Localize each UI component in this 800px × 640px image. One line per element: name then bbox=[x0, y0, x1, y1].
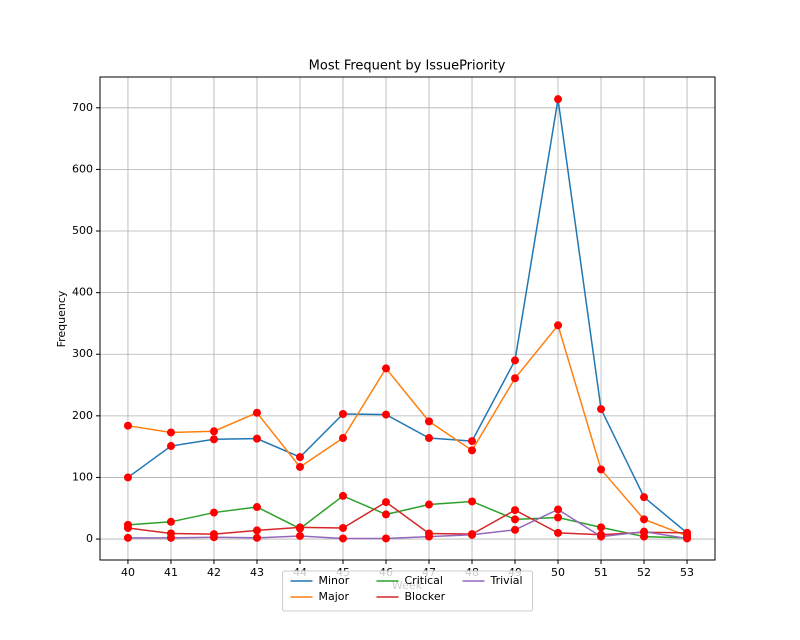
marker bbox=[425, 500, 434, 509]
y-tick-label: 600 bbox=[72, 162, 93, 175]
x-tick-label: 51 bbox=[594, 566, 608, 579]
legend-label: Minor bbox=[319, 574, 350, 587]
marker bbox=[295, 531, 304, 540]
marker bbox=[166, 428, 175, 437]
marker bbox=[381, 534, 390, 543]
y-tick-label: 300 bbox=[72, 347, 93, 360]
marker bbox=[683, 534, 692, 543]
marker bbox=[295, 523, 304, 532]
marker bbox=[295, 453, 304, 462]
chart-title: Most Frequent by IssuePriority bbox=[309, 59, 506, 74]
y-tick-label: 0 bbox=[86, 532, 93, 545]
marker bbox=[209, 533, 218, 542]
marker bbox=[123, 523, 132, 532]
plot-frame bbox=[99, 76, 716, 561]
line bbox=[127, 323, 688, 537]
marker bbox=[338, 491, 347, 500]
marker bbox=[640, 515, 649, 524]
x-tick-label: 42 bbox=[207, 566, 221, 579]
marker bbox=[425, 532, 434, 541]
marker bbox=[511, 356, 520, 365]
x-tick-label: 50 bbox=[551, 566, 565, 579]
y-tick-label: 100 bbox=[72, 470, 93, 483]
legend-label: Critical bbox=[405, 574, 443, 587]
marker bbox=[338, 523, 347, 532]
marker bbox=[554, 95, 563, 104]
y-tick-label: 200 bbox=[72, 409, 93, 422]
marker bbox=[381, 364, 390, 373]
marker bbox=[338, 434, 347, 443]
x-tick-label: 43 bbox=[250, 566, 264, 579]
line bbox=[127, 495, 688, 539]
marker bbox=[554, 528, 563, 537]
legend-label: Trivial bbox=[490, 574, 523, 587]
marker bbox=[554, 513, 563, 522]
y-tick-label: 400 bbox=[72, 286, 93, 299]
marker bbox=[683, 528, 692, 537]
marker bbox=[209, 427, 218, 436]
marker bbox=[597, 405, 606, 414]
marker bbox=[381, 510, 390, 519]
line bbox=[127, 501, 688, 536]
x-tick-label: 41 bbox=[164, 566, 178, 579]
marker bbox=[554, 321, 563, 330]
marker bbox=[209, 508, 218, 517]
marker bbox=[252, 526, 261, 535]
marker bbox=[640, 527, 649, 536]
x-tick-label: 53 bbox=[680, 566, 694, 579]
marker bbox=[511, 515, 520, 524]
marker bbox=[252, 503, 261, 512]
marker bbox=[425, 434, 434, 443]
marker bbox=[338, 534, 347, 543]
marker bbox=[166, 517, 175, 526]
marker bbox=[123, 421, 132, 430]
marker bbox=[166, 533, 175, 542]
y-axis-label: Frequency bbox=[55, 290, 68, 347]
legend-label: Blocker bbox=[405, 590, 446, 603]
legend: Minor Major Critical Blocker Trivial bbox=[282, 570, 533, 612]
legend-label: Major bbox=[319, 590, 350, 603]
marker bbox=[468, 497, 477, 506]
marker bbox=[597, 532, 606, 541]
marker bbox=[252, 434, 261, 443]
marker bbox=[123, 533, 132, 542]
marker bbox=[252, 533, 261, 542]
marker bbox=[123, 473, 132, 482]
x-tick-label: 40 bbox=[121, 566, 135, 579]
marker bbox=[295, 462, 304, 471]
marker bbox=[338, 409, 347, 418]
marker bbox=[468, 530, 477, 539]
marker bbox=[597, 465, 606, 474]
marker bbox=[252, 408, 261, 417]
marker bbox=[511, 374, 520, 383]
marker bbox=[554, 505, 563, 514]
marker bbox=[511, 525, 520, 534]
y-tick-label: 700 bbox=[72, 101, 93, 114]
marker bbox=[166, 442, 175, 451]
marker bbox=[209, 435, 218, 444]
marker bbox=[640, 493, 649, 502]
line bbox=[127, 508, 688, 540]
marker bbox=[511, 506, 520, 515]
x-tick-label: 52 bbox=[637, 566, 651, 579]
marker bbox=[468, 437, 477, 446]
marker bbox=[381, 498, 390, 507]
marker bbox=[425, 417, 434, 426]
y-tick-label: 500 bbox=[72, 224, 93, 237]
marker bbox=[381, 410, 390, 419]
line bbox=[127, 99, 688, 534]
marker bbox=[468, 446, 477, 455]
marker bbox=[597, 523, 606, 532]
